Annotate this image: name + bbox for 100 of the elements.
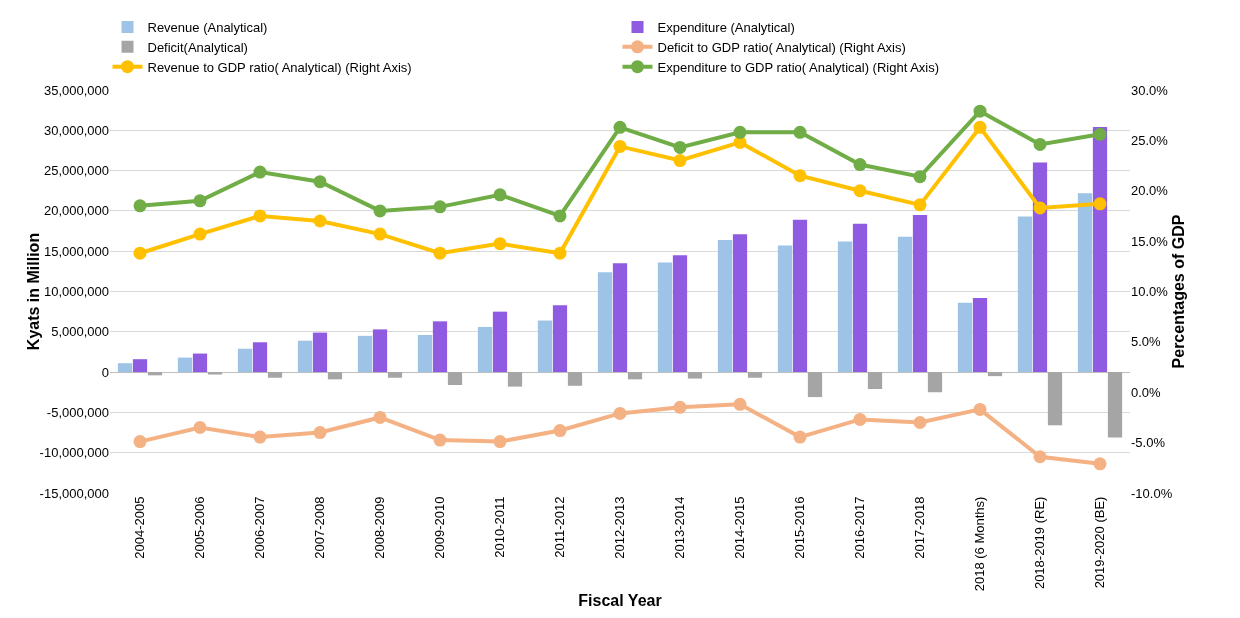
point — [673, 154, 687, 168]
point — [733, 125, 747, 139]
point — [433, 433, 447, 447]
bar — [267, 372, 283, 378]
bar — [807, 372, 823, 398]
y2-tick-label: -10.0% — [1131, 485, 1173, 501]
bar — [372, 329, 388, 373]
point — [1033, 201, 1047, 215]
point — [793, 430, 807, 444]
bar — [237, 348, 253, 373]
point — [973, 104, 987, 118]
point — [1033, 450, 1047, 464]
point — [1033, 137, 1047, 151]
y2-tick-label: -5.0% — [1131, 435, 1166, 451]
point — [613, 406, 627, 420]
y-tick-label: 0 — [101, 364, 109, 380]
point — [853, 158, 867, 172]
y-tick-label: -15,000,000 — [39, 485, 109, 501]
point — [373, 410, 387, 424]
point — [733, 397, 747, 411]
y2-tick-label: 25.0% — [1131, 132, 1169, 148]
x-tick-label: 2009-2010 — [432, 496, 448, 559]
y2-tick-label: 15.0% — [1131, 233, 1169, 249]
point — [373, 204, 387, 218]
bar — [747, 372, 763, 378]
legend-label: Expenditure (Analytical) — [657, 19, 795, 35]
y-tick-label: 5,000,000 — [51, 324, 109, 340]
point — [553, 246, 567, 260]
point — [793, 125, 807, 139]
bar — [297, 340, 313, 373]
x-tick-label: 2010-2011 — [492, 496, 508, 558]
point — [133, 246, 147, 260]
bar — [507, 372, 523, 387]
bar — [1107, 372, 1123, 438]
bar — [1092, 127, 1108, 373]
point — [613, 139, 627, 153]
y-tick-label: 25,000,000 — [43, 163, 109, 179]
bar — [927, 372, 943, 393]
y2-tick-label: 10.0% — [1131, 284, 1169, 300]
bar — [852, 223, 868, 373]
y-tick-label: 15,000,000 — [43, 243, 109, 259]
bar — [912, 214, 928, 373]
bar — [897, 236, 913, 373]
bar — [1077, 193, 1093, 373]
bar — [597, 272, 613, 373]
bar — [612, 263, 628, 373]
x-tick-label: 2015-2016 — [792, 496, 808, 559]
point — [973, 120, 987, 134]
y-tick-label: 30,000,000 — [43, 122, 109, 138]
point — [493, 188, 507, 202]
point — [253, 209, 267, 223]
bar — [657, 262, 673, 373]
bar — [792, 219, 808, 373]
point — [133, 199, 147, 213]
bar — [987, 372, 1003, 377]
point — [433, 200, 447, 214]
point — [313, 426, 327, 440]
bar — [477, 326, 493, 373]
point — [1093, 457, 1107, 471]
point — [853, 184, 867, 198]
bar — [1032, 162, 1048, 373]
point — [913, 415, 927, 429]
bar — [567, 372, 583, 386]
bar — [357, 335, 373, 373]
y2-tick-label: 0.0% — [1131, 384, 1162, 400]
bar — [537, 320, 553, 373]
bar — [972, 297, 988, 373]
point — [1093, 197, 1107, 211]
y-axis-title: Kyats in Million — [24, 232, 42, 351]
y-tick-label: -5,000,000 — [46, 404, 109, 420]
point — [913, 198, 927, 212]
point — [853, 412, 867, 426]
y-tick-label: 20,000,000 — [43, 203, 109, 219]
bar — [957, 302, 973, 373]
y2-tick-label: 30.0% — [1131, 82, 1169, 98]
bar — [492, 311, 508, 373]
bar — [312, 332, 328, 373]
point — [613, 120, 627, 134]
point — [493, 435, 507, 449]
x-tick-label: 2016-2017 — [852, 496, 868, 559]
y2-axis-title: Percentages of GDP — [1170, 214, 1188, 369]
bar — [732, 234, 748, 373]
point — [253, 430, 267, 444]
bar — [867, 372, 883, 390]
bar — [1017, 216, 1033, 373]
point — [553, 424, 567, 438]
bar — [132, 359, 148, 373]
bar — [1047, 372, 1063, 426]
x-tick-label: 2006-2007 — [252, 496, 268, 559]
x-tick-label: 2013-2014 — [672, 496, 688, 559]
x-tick-label: 2011-2012 — [552, 496, 568, 558]
x-tick-label: 2014-2015 — [732, 496, 748, 559]
bar — [192, 353, 208, 373]
x-tick-label: 2019-2020 (BE) — [1092, 496, 1108, 589]
bar — [777, 245, 793, 373]
legend-label: Expenditure to GDP ratio( Analytical) (Right Axis) — [657, 59, 940, 75]
bar — [447, 372, 463, 385]
bar — [672, 255, 688, 373]
bar — [837, 241, 853, 373]
point — [313, 175, 327, 189]
